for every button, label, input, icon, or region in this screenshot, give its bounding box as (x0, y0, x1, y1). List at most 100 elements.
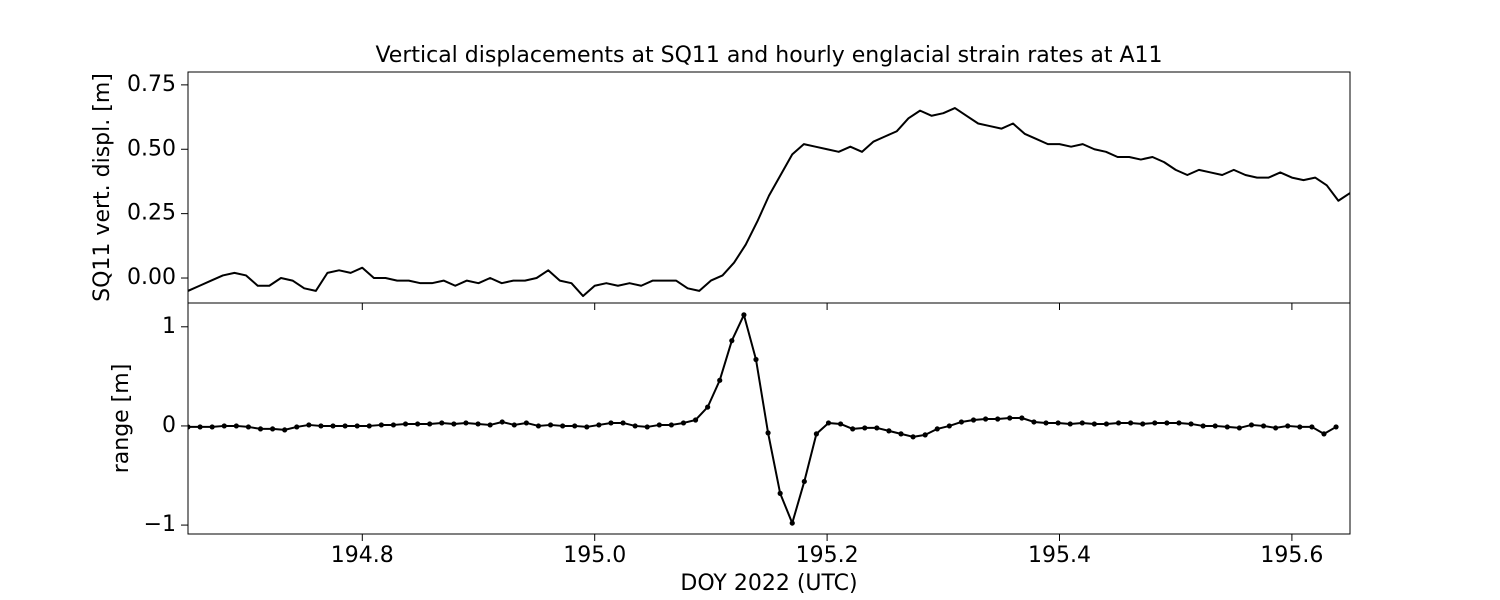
data-point (934, 426, 940, 432)
y-tick-label: 0 (162, 413, 176, 438)
data-point (306, 422, 312, 428)
x-tick-label: 194.8 (331, 543, 394, 568)
data-point (269, 426, 276, 432)
data-point (910, 434, 916, 440)
series (188, 312, 1339, 526)
data-point (535, 423, 542, 429)
data-point (330, 423, 336, 429)
data-point (850, 426, 856, 432)
data-point (1079, 420, 1085, 426)
data-point (789, 520, 795, 526)
data-point (1333, 424, 1339, 430)
data-point (257, 426, 264, 432)
data-point (318, 423, 324, 429)
data-point (1224, 424, 1230, 430)
data-point (753, 356, 759, 363)
data-point (475, 421, 481, 427)
data-point (560, 423, 566, 429)
data-point (741, 312, 747, 318)
data-point (1019, 415, 1025, 421)
data-point (1273, 425, 1279, 431)
data-point (511, 422, 517, 428)
data-point (1200, 423, 1206, 429)
data-point (1043, 420, 1049, 426)
data-point (729, 338, 735, 344)
data-point (1164, 420, 1170, 426)
data-point (354, 423, 360, 429)
data-point (886, 428, 892, 434)
data-point (1321, 431, 1327, 437)
data-point (1260, 423, 1267, 429)
data-point (439, 420, 445, 426)
data-point (294, 424, 300, 430)
data-point (584, 424, 590, 430)
data-point (390, 422, 397, 428)
data-point (1031, 419, 1037, 425)
y-tick-label: 0.75 (127, 72, 176, 97)
data-point (366, 423, 372, 429)
data-point (668, 422, 674, 428)
data-point (705, 404, 711, 410)
data-point (415, 421, 421, 427)
data-point (233, 423, 239, 429)
data-point (825, 420, 832, 426)
data-point (1285, 423, 1291, 429)
data-point (1309, 424, 1315, 430)
data-point (596, 422, 602, 428)
data-point (765, 430, 771, 436)
data-point (958, 419, 965, 425)
data-point (197, 424, 203, 430)
data-point (777, 490, 783, 496)
data-point (499, 419, 505, 425)
data-point (620, 420, 626, 426)
y-tick-label: 0.00 (127, 265, 176, 290)
chart-title: Vertical displacements at SQ11 and hourl… (375, 43, 1162, 68)
y-tick-label: 0.50 (127, 136, 176, 161)
data-point (1188, 421, 1194, 427)
data-point (1103, 421, 1110, 427)
data-point (874, 425, 880, 431)
series (188, 107, 1350, 298)
data-point (402, 421, 409, 427)
data-point (680, 420, 687, 426)
data-point (451, 421, 457, 427)
data-point (982, 416, 989, 422)
data-point (427, 421, 433, 427)
data-point (995, 416, 1001, 422)
data-point (970, 417, 977, 423)
data-point (1297, 424, 1303, 430)
data-point (1007, 415, 1013, 421)
x-tick-label: 195.0 (563, 543, 626, 568)
y-tick-label: −1 (144, 512, 176, 537)
data-point (282, 427, 288, 433)
data-point (1115, 420, 1122, 426)
y-axis-label: SQ11 vert. displ. [m] (90, 73, 115, 302)
data-point (692, 417, 699, 423)
data-point (378, 422, 384, 428)
data-point (188, 424, 191, 430)
data-point (1212, 423, 1218, 429)
data-point (717, 377, 723, 383)
data-point (1176, 420, 1182, 426)
data-point (813, 431, 820, 437)
plot-frame (187, 302, 1351, 535)
x-tick-label: 195.4 (1028, 543, 1091, 568)
data-point (1236, 425, 1242, 431)
data-point (608, 420, 614, 426)
x-axis-label: DOY 2022 (UTC) (680, 571, 857, 596)
data-point (632, 423, 638, 429)
data-point (1067, 421, 1073, 427)
data-point (523, 420, 529, 426)
data-point (898, 431, 904, 437)
y-tick-label: 0.25 (127, 201, 176, 226)
data-point (801, 478, 807, 485)
y-axis-label: range [m] (109, 364, 134, 474)
y-tick-label: 1 (162, 314, 176, 339)
data-point (245, 424, 252, 430)
data-point (837, 421, 844, 427)
data-point (463, 420, 469, 426)
data-point (487, 422, 493, 428)
data-point (221, 423, 227, 429)
